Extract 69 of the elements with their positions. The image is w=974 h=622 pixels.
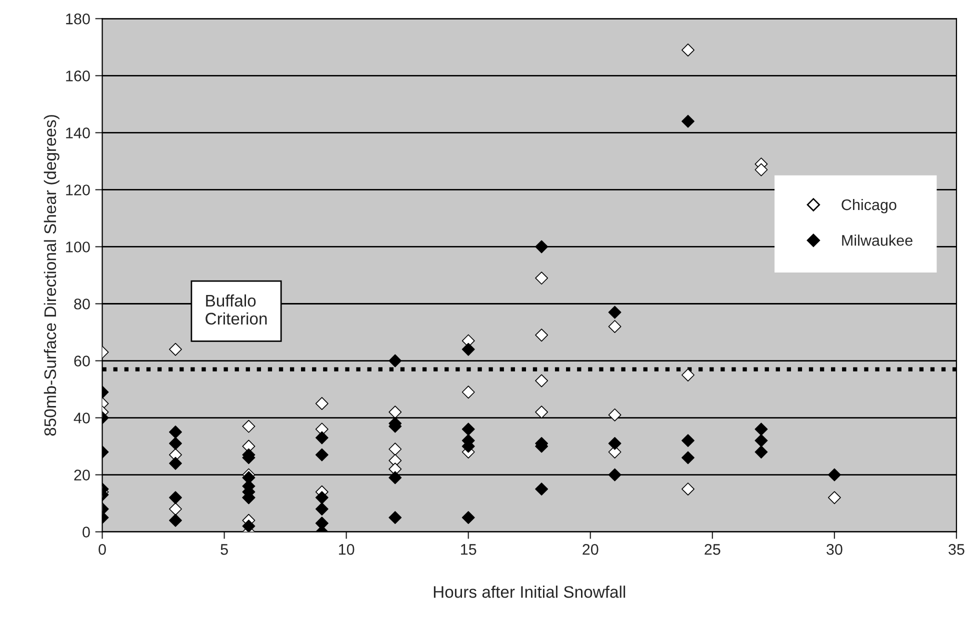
point xyxy=(608,408,622,422)
point xyxy=(608,306,622,319)
x-tick-label: 20 xyxy=(582,544,598,555)
point xyxy=(388,442,402,456)
y-axis-title: 850mb-Surface Directional Shear (degrees) xyxy=(44,115,60,436)
point xyxy=(388,354,402,368)
point xyxy=(315,491,328,504)
point xyxy=(682,434,694,448)
point xyxy=(608,468,622,482)
point xyxy=(462,342,475,356)
x-tick-label: 0 xyxy=(98,544,106,555)
point xyxy=(608,436,622,450)
point xyxy=(462,422,475,436)
point xyxy=(242,420,256,433)
x-axis-title: Hours after Initial Snowfall xyxy=(434,586,626,598)
point xyxy=(169,456,182,470)
y-tick-label: 120 xyxy=(66,184,90,196)
point xyxy=(169,502,182,516)
point xyxy=(242,520,256,532)
point xyxy=(682,368,694,382)
y-tick-label: 160 xyxy=(66,70,90,82)
point xyxy=(535,240,548,254)
point xyxy=(315,431,328,444)
legend-label: Chicago xyxy=(842,198,896,214)
point xyxy=(462,511,475,524)
legend-label: Milwaukee xyxy=(842,234,912,246)
point xyxy=(315,397,328,410)
x-tick-label: 25 xyxy=(704,544,720,555)
point xyxy=(388,471,402,484)
point xyxy=(315,502,328,516)
x-tick-label: 35 xyxy=(948,544,964,555)
point xyxy=(315,448,328,462)
y-tick-label: 60 xyxy=(74,356,90,366)
point xyxy=(535,272,548,285)
point xyxy=(169,514,182,527)
x-tick-label: 30 xyxy=(826,544,842,555)
point xyxy=(535,406,548,419)
point xyxy=(828,491,841,504)
point xyxy=(608,320,622,334)
y-tick-label: 180 xyxy=(66,14,90,24)
y-tick-label: 40 xyxy=(74,412,90,424)
point xyxy=(169,426,182,439)
x-tick-label: 10 xyxy=(338,544,354,555)
point xyxy=(754,163,768,176)
point xyxy=(388,511,402,524)
x-tick-label: 15 xyxy=(461,544,476,555)
point xyxy=(682,451,694,464)
y-tick-label: 100 xyxy=(66,242,90,252)
point xyxy=(535,482,548,496)
y-tick-label: 140 xyxy=(66,128,90,138)
point xyxy=(682,44,694,56)
point xyxy=(169,342,182,356)
point xyxy=(462,386,475,399)
y-tick-label: 0 xyxy=(82,526,90,538)
point xyxy=(535,374,548,388)
point xyxy=(682,114,694,128)
point xyxy=(388,406,402,419)
y-tick-label: 80 xyxy=(74,298,90,310)
point xyxy=(169,491,182,504)
point xyxy=(828,468,841,482)
x-tick-label: 5 xyxy=(220,544,228,555)
point xyxy=(754,422,768,436)
point xyxy=(535,328,548,342)
point xyxy=(754,446,768,458)
point xyxy=(169,436,182,450)
y-tick-label: 20 xyxy=(74,470,90,480)
point xyxy=(682,482,694,496)
point xyxy=(754,434,768,448)
annotation: Buffalo Criterion xyxy=(206,294,267,325)
